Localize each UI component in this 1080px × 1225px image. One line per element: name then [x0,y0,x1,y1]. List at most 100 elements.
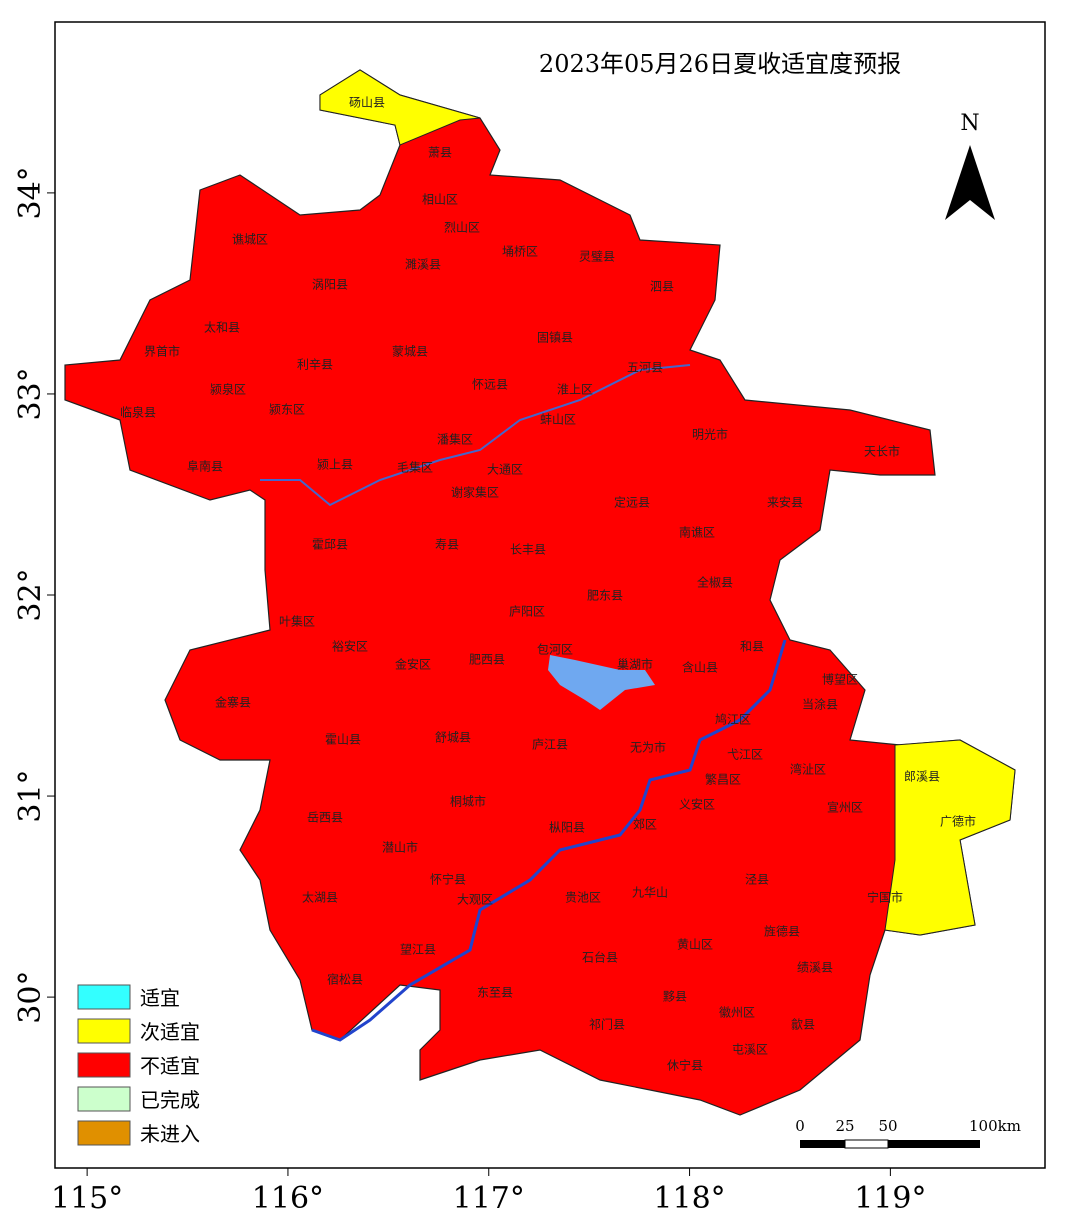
scale-label: 50 [878,1117,897,1135]
region-label: 太和县 [204,320,240,335]
region-label: 濉溪县 [405,257,441,272]
legend-swatch [77,1018,131,1044]
x-tick-label: 119° [854,1181,926,1216]
region-label: 裕安区 [332,639,368,654]
region-label: 谯城区 [232,233,268,247]
region-label: 巢湖市 [617,657,653,672]
legend-swatch [77,1052,131,1078]
region-label: 涡阳县 [312,278,348,292]
scale-label: 100km [969,1117,1021,1135]
region-label: 五河县 [627,361,663,375]
region-label: 歙县 [791,1017,815,1032]
region-label: 灵璧县 [579,249,615,264]
region-label: 潜山市 [382,840,418,855]
region-label: 全椒县 [697,575,733,590]
legend-swatch [77,1086,131,1112]
region-label: 黟县 [663,990,687,1004]
region-label: 来安县 [767,495,803,510]
region-label: 湾沚区 [790,762,826,777]
x-tick-label: 118° [653,1181,725,1216]
region-sub-suitable-east [884,739,1016,936]
region-label: 太湖县 [302,890,338,905]
region-label: 烈山区 [444,221,480,235]
region-label: 庐阳区 [509,604,545,619]
region-label: 临泉县 [120,406,156,420]
region-label: 和县 [740,640,764,654]
region-label: 怀远县 [472,378,508,392]
region-label: 当涂县 [802,697,838,712]
legend-label: 适宜 [140,986,180,1010]
region-label: 金安区 [395,657,431,672]
region-label: 宿松县 [327,972,363,987]
region-label: 弋江区 [727,748,763,762]
region-label: 利辛县 [297,358,333,372]
region-label: 祁门县 [589,1017,625,1032]
region-label: 霍邱县 [312,538,348,552]
region-label: 庐江县 [532,737,568,752]
region-label: 宣州区 [827,800,863,815]
region-label: 萧县 [428,146,452,160]
region-label: 无为市 [630,740,666,755]
region-label: 颍泉区 [210,383,246,397]
region-label: 大观区 [457,893,493,907]
region-label: 长丰县 [510,543,546,557]
region-label: 定远县 [614,495,650,510]
region-label: 砀山县 [349,96,385,110]
legend-label: 不适宜 [140,1054,200,1078]
y-tick-label: 30° [13,971,48,1024]
y-tick-label: 31° [13,769,48,822]
region-label: 宁国市 [867,890,903,905]
region-label: 徽州区 [719,1005,755,1020]
region-label: 泾县 [745,873,769,887]
region-label: 贵池区 [565,891,601,905]
region-label: 肥西县 [469,653,505,667]
region-label: 绩溪县 [797,961,833,975]
region-label: 肥东县 [587,589,623,603]
x-tick-label: 116° [252,1181,324,1216]
region-label: 石台县 [582,950,618,965]
region-label: 包河区 [537,643,573,657]
region-label: 界首市 [144,344,180,359]
north-label: N [960,111,979,136]
region-label: 泗县 [650,280,674,294]
y-tick-label: 33° [13,367,48,420]
region-label: 谢家集区 [451,485,499,500]
region-label: 相山区 [422,193,458,207]
region-label: 阜南县 [187,459,223,474]
region-label: 义安区 [679,797,715,812]
scale-bar [800,1139,980,1149]
map-title: 2023年05月26日夏收适宜度预报 [539,50,901,78]
region-label: 枞阳县 [549,821,585,835]
province-unsuitable [64,69,1016,1116]
legend-label: 未进入 [140,1122,200,1146]
region-label: 天长市 [864,444,900,459]
region-label: 怀宁县 [430,872,466,887]
region-label: 潘集区 [437,432,473,447]
region-label: 岳西县 [307,811,343,825]
region-label: 博望区 [822,672,858,687]
region-label: 舒城县 [435,731,471,745]
region-sub-suitable-north [319,69,481,146]
y-tick-label: 32° [13,568,48,621]
region-label: 大通区 [487,463,523,477]
region-label: 埇桥区 [502,245,538,259]
x-tick-label: 117° [453,1181,525,1216]
region-label: 黄山区 [677,938,713,952]
legend-swatch [77,984,131,1010]
region-label: 明光市 [692,427,728,442]
region-label: 休宁县 [667,1058,703,1073]
region-label: 蒙城县 [392,345,428,359]
region-label: 桐城市 [450,794,486,809]
region-label: 淮上区 [557,383,593,397]
region-label: 金寨县 [215,695,251,710]
region-label: 郎溪县 [904,770,940,784]
region-label: 望江县 [400,943,436,957]
region-label: 霍山县 [325,733,361,747]
region-label: 屯溪区 [732,1043,768,1057]
x-tick-label: 115° [51,1181,123,1216]
region-label: 固镇县 [537,331,573,345]
lake [548,655,655,710]
region-label: 南谯区 [679,525,715,540]
region-label: 广德市 [940,814,976,829]
